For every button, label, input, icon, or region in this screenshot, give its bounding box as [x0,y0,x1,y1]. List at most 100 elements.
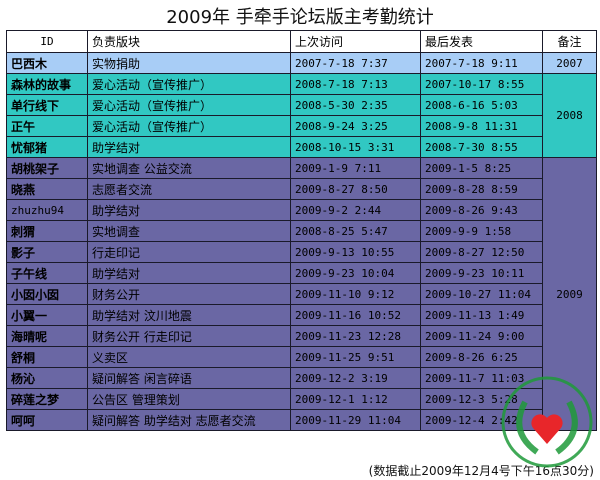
table-row: 森林的故事 爱心活动（宣传推广） 2008-7-18 7:13 2007-10-17 … [6,73,597,158]
cell-last-visit: 2009-8-27 8:50 [290,178,421,200]
table-row: 影子 行走印记 2009-9-13 10:55 2009-8-27 12:50 [6,241,597,263]
cell-last-visit: 2009-9-23 10:04 [290,262,421,284]
table-row: 胡桃架子 实地调查 公益交流 2009-1-9 7:11 2009-1-5 8:25 2… [6,157,597,431]
cell-last-visit: 2008-8-25 5:47 [290,220,421,242]
cell-last-post: 2009-12-4 2:42 [420,409,543,431]
cell-last-post: 2009-11-24 9:00 [420,325,543,347]
cell-last-post: 2009-8-28 8:59 [420,178,543,200]
header-section: 负责版块 [87,30,291,53]
cell-id: 碎莲之梦 [6,388,88,410]
cell-last-post: 2009-9-9 1:58 [420,220,543,242]
cell-id: 忧郁猪 [6,136,88,158]
cell-note-year: 2008 [542,73,597,158]
cell-last-visit: 2008-9-24 3:25 [290,115,421,137]
cell-section: 实地调查 公益交流 [87,157,291,179]
cell-last-post: 2009-10-27 11:04 [420,283,543,305]
cell-id: 小囡小囡 [6,283,88,305]
cell-last-visit: 2009-11-16 10:52 [290,304,421,326]
table-row: 小翼一 助学结对 汶川地震 2009-11-16 10:52 2009-11-13 1… [6,304,597,326]
page-title: 2009年 手牵手论坛版主考勤统计 [166,7,434,28]
cell-last-visit: 2009-9-2 2:44 [290,199,421,221]
cell-last-visit: 2009-11-25 9:51 [290,346,421,368]
cell-last-post: 2008-6-16 5:03 [420,94,543,116]
cell-last-visit: 2008-5-30 2:35 [290,94,421,116]
table-row: 海晴呢 财务公开 行走印记 2009-11-23 12:28 2009-11-24 9… [6,325,597,347]
cell-section: 助学结对 汶川地震 [87,304,291,326]
table-row: 正午 爱心活动（宣传推广） 2008-9-24 3:25 2008-9-8 11:31 [6,115,597,137]
table-row: 碎莲之梦 公告区 管理策划 2009-12-1 1:12 2009-12-3 5:28 [6,388,597,410]
cell-last-post: 2008-7-30 8:55 [420,136,543,158]
header-last-visit: 上次访问 [290,30,421,53]
cell-id: 影子 [6,241,88,263]
table-row: 晓燕 志愿者交流 2009-8-27 8:50 2009-8-28 8:59 [6,178,597,200]
cell-section: 爱心活动（宣传推广） [87,94,291,116]
table-row: 小囡小囡 财务公开 2009-11-10 9:12 2009-10-27 11:04 [6,283,597,305]
cell-section: 爱心活动（宣传推广） [87,115,291,137]
cell-section: 疑问解答 闲言碎语 [87,367,291,389]
cell-id: 正午 [6,115,88,137]
cell-section: 疑问解答 助学结对 志愿者交流 [87,409,291,431]
cell-id: 呵呵 [6,409,88,431]
cell-section: 助学结对 [87,262,291,284]
attendance-table: ID 负责版块 上次访问 最后发表 备注 巴西木 实物捐助 2007-7-18 7:… [6,30,597,431]
cell-last-post: 2007-10-17 8:55 [420,73,543,95]
table-row: zhuzhu94 助学结对 2009-9-2 2:44 2009-8-26 9:43 [6,199,597,221]
table-row: 刺猬 实地调查 2008-8-25 5:47 2009-9-9 1:58 [6,220,597,242]
cell-id: 刺猬 [6,220,88,242]
header-id: ID [6,30,88,53]
header-note: 备注 [542,30,597,53]
cell-last-post: 2009-8-26 6:25 [420,346,543,368]
cell-last-visit: 2009-11-23 12:28 [290,325,421,347]
cell-section: 实物捐助 [87,52,291,74]
cell-section: 助学结对 [87,136,291,158]
table-row: 子午线 助学结对 2009-9-23 10:04 2009-9-23 10:11 [6,262,597,284]
cell-id: 舒桐 [6,346,88,368]
cell-id: 杨沁 [6,367,88,389]
cell-last-post: 2009-11-13 1:49 [420,304,543,326]
cell-last-visit: 2007-7-18 7:37 [290,52,421,74]
cell-last-post: 2007-7-18 9:11 [420,52,543,74]
cell-last-visit: 2009-12-1 1:12 [290,388,421,410]
cell-section: 行走印记 [87,241,291,263]
cell-id: 胡桃架子 [6,157,88,179]
cell-section: 义卖区 [87,346,291,368]
header-row: ID 负责版块 上次访问 最后发表 备注 [6,30,597,53]
cell-id: 海晴呢 [6,325,88,347]
table-row: 巴西木 实物捐助 2007-7-18 7:37 2007-7-18 9:11 2007 [6,52,597,74]
table-row: 杨沁 疑问解答 闲言碎语 2009-12-2 3:19 2009-11-7 11:03 [6,367,597,389]
cell-last-post: 2009-9-23 10:11 [420,262,543,284]
table-row: 忧郁猪 助学结对 2008-10-15 3:31 2008-7-30 8:55 [6,136,597,158]
cell-last-visit: 2009-12-2 3:19 [290,367,421,389]
cell-id: 森林的故事 [6,73,88,95]
cell-id: 巴西木 [6,52,88,74]
cell-last-visit: 2008-7-18 7:13 [290,73,421,95]
cell-id: zhuzhu94 [6,199,88,221]
cell-last-post: 2009-8-26 9:43 [420,199,543,221]
cell-last-visit: 2008-10-15 3:31 [290,136,421,158]
cell-id: 小翼一 [6,304,88,326]
cell-last-visit: 2009-11-10 9:12 [290,283,421,305]
table-row: 单行线下 爱心活动（宣传推广） 2008-5-30 2:35 2008-6-16 5:… [6,94,597,116]
stamp-logo [501,376,593,468]
cell-last-post: 2008-9-8 11:31 [420,115,543,137]
cell-note-year: 2007 [542,52,597,74]
header-last-post: 最后发表 [420,30,543,53]
cell-last-visit: 2009-1-9 7:11 [290,157,421,179]
cell-section: 助学结对 [87,199,291,221]
cell-section: 公告区 管理策划 [87,388,291,410]
cell-last-visit: 2009-9-13 10:55 [290,241,421,263]
cell-id: 子午线 [6,262,88,284]
cell-last-post: 2009-1-5 8:25 [420,157,543,179]
cell-id: 晓燕 [6,178,88,200]
cell-section: 志愿者交流 [87,178,291,200]
data-cutoff-note: (数据截止2009年12月4号下午16点30分) [368,464,594,478]
cell-last-post: 2009-8-27 12:50 [420,241,543,263]
cell-section: 财务公开 [87,283,291,305]
table-row: 舒桐 义卖区 2009-11-25 9:51 2009-8-26 6:25 [6,346,597,368]
cell-last-visit: 2009-11-29 11:04 [290,409,421,431]
table-row: 呵呵 疑问解答 助学结对 志愿者交流 2009-11-29 11:04 2009-12… [6,409,597,431]
cell-section: 财务公开 行走印记 [87,325,291,347]
cell-section: 爱心活动（宣传推广） [87,73,291,95]
cell-id: 单行线下 [6,94,88,116]
cell-section: 实地调查 [87,220,291,242]
